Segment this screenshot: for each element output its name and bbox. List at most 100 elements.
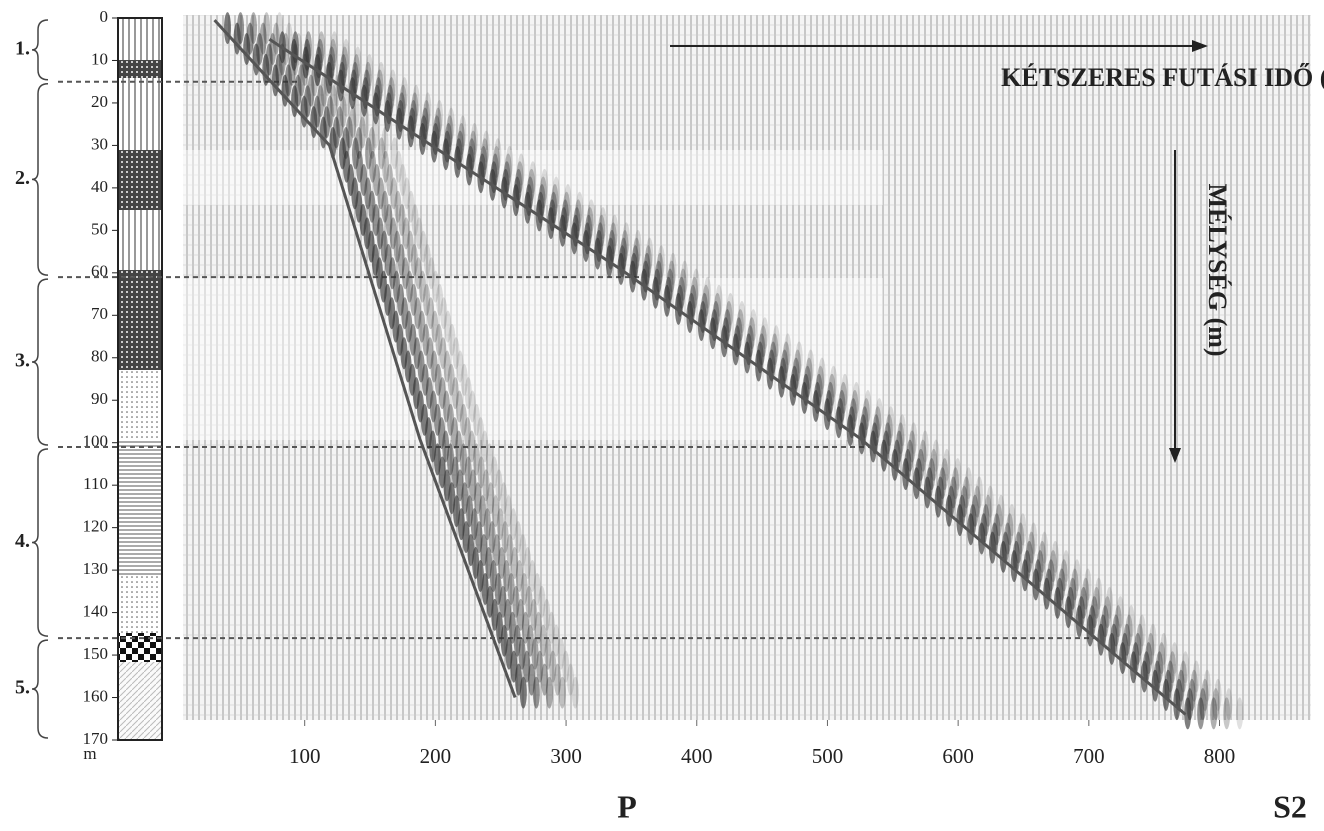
wavelet (1210, 697, 1218, 730)
wavelet (386, 164, 394, 197)
wavelet (464, 417, 472, 450)
x-tick-label: 700 (1073, 744, 1105, 768)
wavelet (1008, 504, 1016, 537)
wavelet (496, 508, 504, 541)
wavelet (399, 164, 407, 197)
wavelet (539, 624, 547, 657)
wavelet (263, 12, 271, 45)
wavelet (434, 363, 442, 396)
wavelet (414, 297, 422, 330)
wavelet (446, 403, 454, 436)
wavelet (910, 422, 918, 455)
wavelet (397, 243, 405, 276)
p-label: P (617, 788, 637, 824)
wavelet (381, 190, 389, 223)
zone-label: 4. (15, 530, 30, 552)
wavelet (988, 531, 996, 564)
wavelet (715, 284, 723, 317)
y-tick-label: 140 (83, 601, 109, 620)
wavelet (1203, 669, 1211, 702)
wavelet (869, 430, 877, 463)
wavelet (530, 598, 538, 631)
x-tick-label: 200 (420, 744, 452, 768)
wavelet (423, 243, 431, 276)
wavelet (377, 177, 385, 210)
wavelet (398, 204, 406, 237)
wavelet (469, 469, 477, 502)
zone-brace (31, 448, 49, 637)
x-axis-title: KÉTSZERES FUTÁSI IDŐ (ms) (1001, 63, 1324, 92)
wavelet (291, 85, 299, 118)
wavelet (1073, 559, 1081, 592)
wavelet (490, 456, 498, 489)
zone-label: 1. (15, 37, 30, 59)
wavelet (1212, 688, 1220, 721)
zone-label: 3. (15, 350, 30, 372)
y-axis-title: MÉLYSÉG (m) (1203, 183, 1232, 356)
wavelet (704, 276, 712, 309)
wavelet (403, 177, 411, 210)
lithology-layer (118, 270, 162, 370)
wavelet (410, 283, 418, 316)
wavelet (921, 430, 929, 463)
lithology-layer (118, 60, 162, 78)
wavelet (435, 323, 443, 356)
wavelet (472, 443, 480, 476)
lithology-layer (118, 370, 162, 440)
wavelet (564, 184, 572, 217)
wavelet (1149, 623, 1157, 656)
wavelet (1160, 632, 1168, 665)
wavelet (447, 363, 455, 396)
wavelet (1010, 550, 1018, 583)
wavelet (738, 301, 746, 334)
wavelet (300, 95, 308, 128)
wavelet (514, 521, 522, 554)
wavelet (464, 377, 472, 410)
x-tick-label: 600 (942, 744, 974, 768)
wavelet (517, 153, 525, 186)
lithology-layer (118, 150, 162, 210)
zone-brace (31, 278, 49, 446)
wavelets (224, 12, 1244, 730)
wavelet (485, 443, 493, 476)
wavelet (1075, 605, 1083, 638)
wavelet (956, 504, 964, 537)
wavelet (543, 598, 551, 631)
wavelet (460, 363, 468, 396)
wavelet (368, 126, 376, 159)
wavelet (410, 243, 418, 276)
y-tick-label: 150 (83, 644, 109, 663)
y-tick-label: 0 (100, 7, 109, 26)
wavelet (391, 137, 399, 170)
wavelet (534, 611, 542, 644)
wavelet (411, 204, 419, 237)
wavelet (875, 398, 883, 431)
wavelet (339, 95, 347, 128)
wavelet (419, 230, 427, 263)
y-tick-label: 80 (91, 347, 108, 366)
wavelet (381, 126, 389, 159)
wavelet (365, 54, 373, 87)
wavelet (511, 547, 519, 580)
arrival-line (213, 19, 517, 699)
wavelet (1225, 688, 1233, 721)
wavelet (841, 373, 849, 406)
wavelet (285, 22, 293, 55)
wavelet (1223, 697, 1231, 730)
wavelet (262, 53, 270, 86)
wavelet (498, 547, 506, 580)
zone-brace (31, 639, 49, 739)
wavelet (389, 217, 397, 250)
wavelet (422, 323, 430, 356)
wavelet (999, 540, 1007, 573)
wavelet (515, 559, 523, 592)
wavelet (1106, 586, 1114, 619)
wavelet (761, 317, 769, 350)
wavelet (1030, 522, 1038, 555)
wavelet (1184, 697, 1192, 730)
wavelet (669, 252, 677, 285)
wavelet (224, 12, 232, 45)
wavelet (1214, 678, 1222, 711)
wavelet (482, 469, 490, 502)
wavelet (378, 137, 386, 170)
